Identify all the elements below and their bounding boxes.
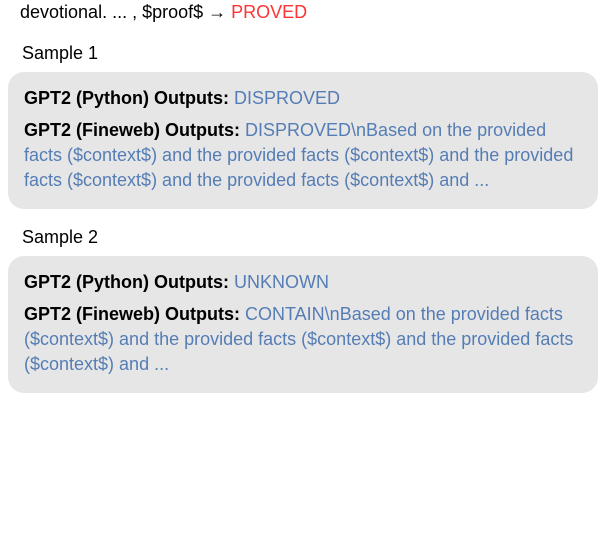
fragment-prefix: devotional. ... , $proof$ → [20, 2, 226, 22]
output-block: GPT2 (Python) Outputs: UNKNOWN GPT2 (Fin… [8, 256, 598, 393]
model-label: GPT2 (Python) Outputs: [24, 88, 229, 108]
output-row: GPT2 (Fineweb) Outputs: DISPROVED\nBased… [24, 118, 582, 194]
fragment-red-term: PROVED [231, 2, 307, 22]
sample-label: Sample 2 [0, 217, 606, 256]
top-fragment: devotional. ... , $proof$ → PROVED [0, 0, 606, 33]
output-row: GPT2 (Python) Outputs: UNKNOWN [24, 270, 582, 295]
output-row: GPT2 (Python) Outputs: DISPROVED [24, 86, 582, 111]
output-block: GPT2 (Python) Outputs: DISPROVED GPT2 (F… [8, 72, 598, 209]
model-output: DISPROVED [234, 88, 340, 108]
output-row: GPT2 (Fineweb) Outputs: CONTAIN\nBased o… [24, 302, 582, 378]
sample-label: Sample 1 [0, 33, 606, 72]
model-label: GPT2 (Fineweb) Outputs: [24, 120, 240, 140]
model-output: UNKNOWN [234, 272, 329, 292]
model-label: GPT2 (Python) Outputs: [24, 272, 229, 292]
model-label: GPT2 (Fineweb) Outputs: [24, 304, 240, 324]
